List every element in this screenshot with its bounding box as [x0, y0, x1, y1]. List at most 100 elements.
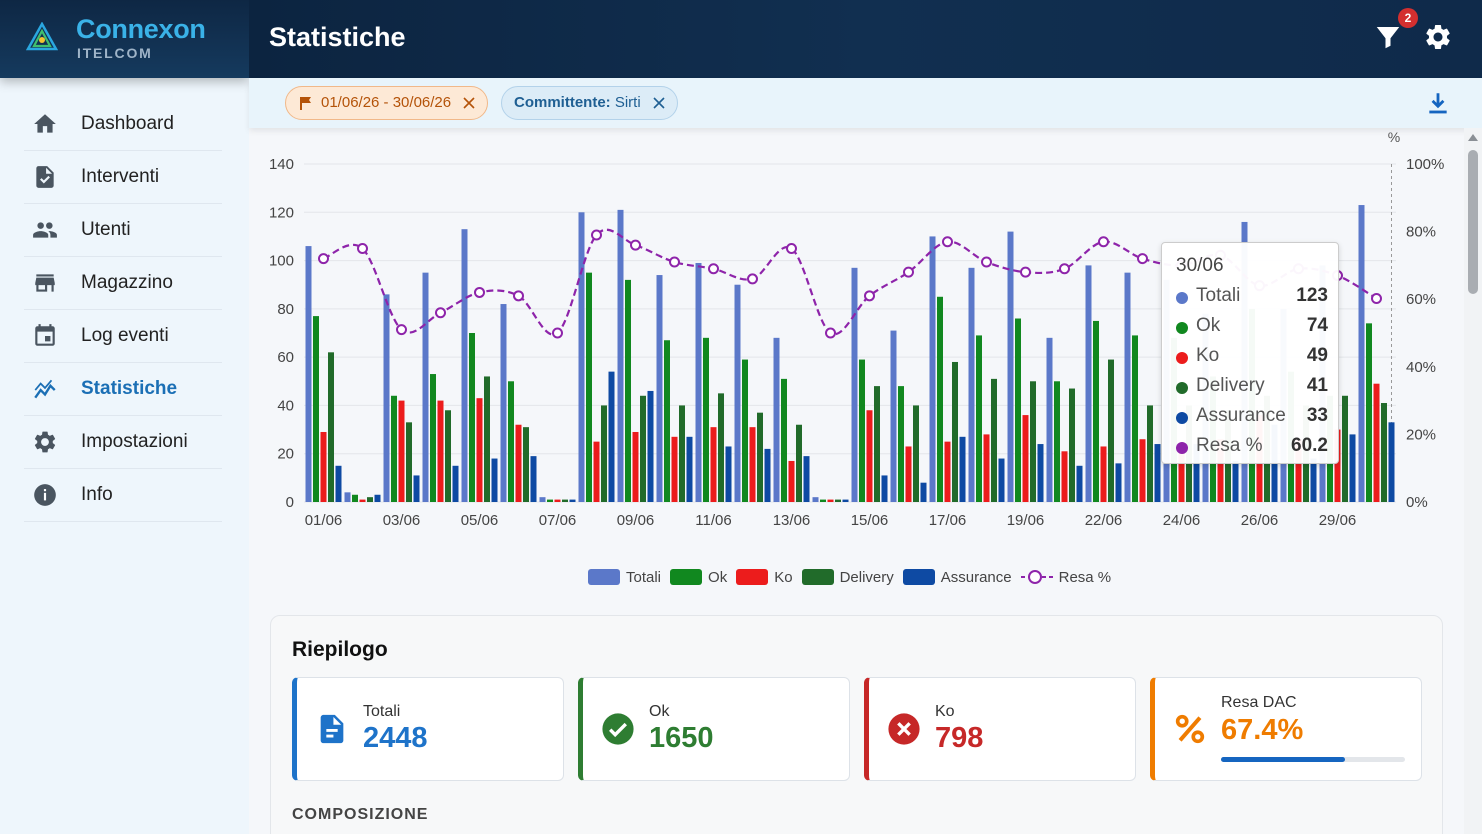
- bar-ko: [320, 431, 327, 502]
- bar-delivery: [874, 386, 880, 502]
- tooltip-row-value: 60.2: [1291, 435, 1328, 456]
- y-tick-label: 100: [269, 253, 294, 270]
- bar-assurance: [374, 494, 381, 502]
- bar-delivery: [1342, 395, 1348, 502]
- bar-ko: [671, 436, 678, 502]
- page-title: Statistiche: [269, 22, 406, 52]
- bar-ok: [781, 378, 787, 502]
- bar-ko: [1100, 446, 1107, 502]
- bar-delivery: [952, 361, 958, 502]
- resa-point: [1371, 293, 1382, 305]
- sidebar-item-utenti[interactable]: Utenti: [24, 204, 222, 257]
- bar-delivery: [757, 412, 763, 502]
- bar-delivery: [1030, 381, 1036, 502]
- bar-totali: [968, 267, 975, 502]
- legend-item-ok[interactable]: Ok: [670, 569, 727, 586]
- y-tick-label: 20: [277, 446, 294, 463]
- resa-point: [357, 243, 368, 254]
- bar-ko: [1022, 415, 1029, 502]
- bar-assurance: [452, 465, 459, 502]
- tooltip-row: Ok 74: [1176, 315, 1328, 339]
- legend-item-resa[interactable]: Resa %: [1020, 569, 1111, 586]
- bar-ok: [508, 381, 514, 502]
- legend-item-ko[interactable]: Ko: [736, 569, 793, 586]
- bar-ok: [469, 333, 475, 502]
- y2-axis-unit: %: [1388, 129, 1400, 145]
- bar-totali: [773, 337, 780, 502]
- bar-ko: [1178, 444, 1185, 502]
- calendar-icon: [35, 324, 55, 346]
- filter-bar: 01/06/26 - 30/06/26 Committente: Sirti: [249, 78, 1482, 128]
- bar-totali: [422, 272, 429, 502]
- y2-tick-label: 60%: [1406, 291, 1436, 308]
- close-icon[interactable]: [653, 97, 665, 109]
- legend-label: Delivery: [839, 568, 894, 586]
- tooltip-row-name: Resa %: [1196, 435, 1263, 456]
- sidebar-item-interventi[interactable]: Interventi: [24, 151, 222, 204]
- legend-item-delivery[interactable]: Delivery: [801, 568, 894, 586]
- sidebar-item-dashboard[interactable]: Dashboard: [24, 98, 222, 151]
- tooltip-row: Delivery 41: [1176, 375, 1328, 399]
- vertical-scrollbar[interactable]: [1464, 128, 1482, 834]
- kpi-card-ok: Ok 1650: [578, 677, 850, 781]
- sidebar-item-statistiche[interactable]: Statistiche: [24, 363, 222, 416]
- bar-ko: [398, 400, 405, 502]
- bar-delivery: [640, 395, 646, 502]
- sidebar-item-info[interactable]: Info: [24, 469, 222, 522]
- committente-value: Sirti: [614, 94, 641, 111]
- date-range-chip[interactable]: 01/06/26 - 30/06/26: [285, 86, 489, 120]
- kpi-value: 798: [935, 722, 984, 754]
- bar-delivery: [679, 405, 685, 502]
- bar-ok: [352, 494, 358, 502]
- bar-delivery: [367, 497, 373, 502]
- kpi-label: Resa DAC: [1221, 694, 1297, 711]
- resa-point: [396, 324, 407, 336]
- bar-assurance: [1115, 463, 1122, 502]
- bar-assurance: [842, 499, 849, 502]
- bar-ko: [1295, 439, 1302, 502]
- chart-line-icon: [34, 379, 56, 399]
- legend-item-totali[interactable]: Totali: [588, 569, 661, 586]
- legend-swatch: [801, 569, 834, 585]
- legend-swatch: [736, 569, 769, 585]
- bar-delivery: [991, 378, 997, 502]
- tooltip-title: 30/06: [1176, 255, 1224, 276]
- scroll-up-arrow-icon[interactable]: [1468, 134, 1478, 141]
- bar-ko: [866, 410, 873, 502]
- bar-delivery: [718, 393, 724, 502]
- sidebar-item-impostazioni[interactable]: Impostazioni: [24, 416, 222, 469]
- committente-chip[interactable]: Committente: Sirti: [501, 86, 678, 120]
- close-icon[interactable]: [463, 97, 475, 109]
- bar-ok: [1366, 323, 1372, 502]
- legend-item-assurance[interactable]: Assurance: [902, 569, 1012, 586]
- check-circle-icon: [602, 713, 634, 745]
- y2-tick-label: 20%: [1406, 426, 1436, 443]
- kpi-label: Ko: [935, 703, 955, 720]
- resa-point: [591, 229, 602, 241]
- bar-ko: [1373, 383, 1380, 502]
- gear-icon: [34, 431, 56, 453]
- bar-totali: [1358, 205, 1365, 502]
- bar-totali: [734, 284, 741, 502]
- tooltip-row: Resa % 60.2: [1176, 435, 1328, 459]
- tooltip-row-value: 41: [1306, 375, 1328, 396]
- bar-totali: [578, 212, 585, 502]
- brand-header: Connexon ITELCOM: [0, 0, 249, 78]
- sidebar-item-magazzino[interactable]: Magazzino: [24, 257, 222, 310]
- bar-delivery: [484, 376, 490, 502]
- resa-point: [552, 327, 563, 339]
- x-tick-label: 24/06: [1163, 512, 1201, 529]
- bar-ko: [788, 460, 795, 502]
- x-tick-label: 19/06: [1007, 512, 1045, 529]
- kpi-value: 67.4%: [1221, 714, 1304, 746]
- bar-ko: [944, 441, 951, 502]
- bar-ko: [1061, 451, 1068, 502]
- flag-icon: [300, 97, 311, 110]
- filter-icon[interactable]: [1373, 22, 1403, 52]
- bar-totali: [1124, 272, 1131, 502]
- settings-gear-icon[interactable]: [1423, 22, 1453, 52]
- scrollbar-thumb[interactable]: [1468, 150, 1478, 294]
- download-icon[interactable]: [1425, 90, 1451, 116]
- sidebar-item-log-eventi[interactable]: Log eventi: [24, 310, 222, 363]
- legend-dot-icon: [1176, 412, 1188, 424]
